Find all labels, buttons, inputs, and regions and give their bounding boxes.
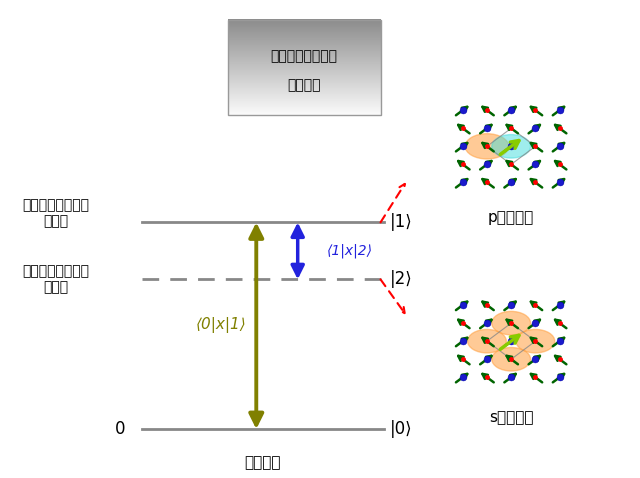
Bar [228,21,381,116]
Text: ⟨0|x|1⟩: ⟨0|x|1⟩ [196,316,246,333]
Ellipse shape [492,348,531,371]
Text: |2⟩: |2⟩ [390,271,413,288]
Ellipse shape [468,329,506,353]
Text: ダブロンーホロン: ダブロンーホロン [271,50,337,64]
Text: 奇の対称性を持つ
励起子: 奇の対称性を持つ 励起子 [22,198,89,228]
Text: 0: 0 [115,420,125,438]
Text: s波対称性: s波対称性 [489,410,533,425]
Text: 連続状態: 連続状態 [287,78,321,92]
Text: 偶の対称性を持つ
励起子: 偶の対称性を持つ 励起子 [22,264,89,294]
Text: |1⟩: |1⟩ [390,213,413,231]
Text: |0⟩: |0⟩ [390,420,413,438]
Text: p波対称性: p波対称性 [488,210,534,225]
Ellipse shape [465,134,509,159]
Ellipse shape [492,135,531,158]
Text: ⟨1|x|2⟩: ⟨1|x|2⟩ [326,244,372,258]
Ellipse shape [516,329,555,353]
Ellipse shape [492,311,531,335]
Text: 基底状態: 基底状態 [244,455,281,470]
